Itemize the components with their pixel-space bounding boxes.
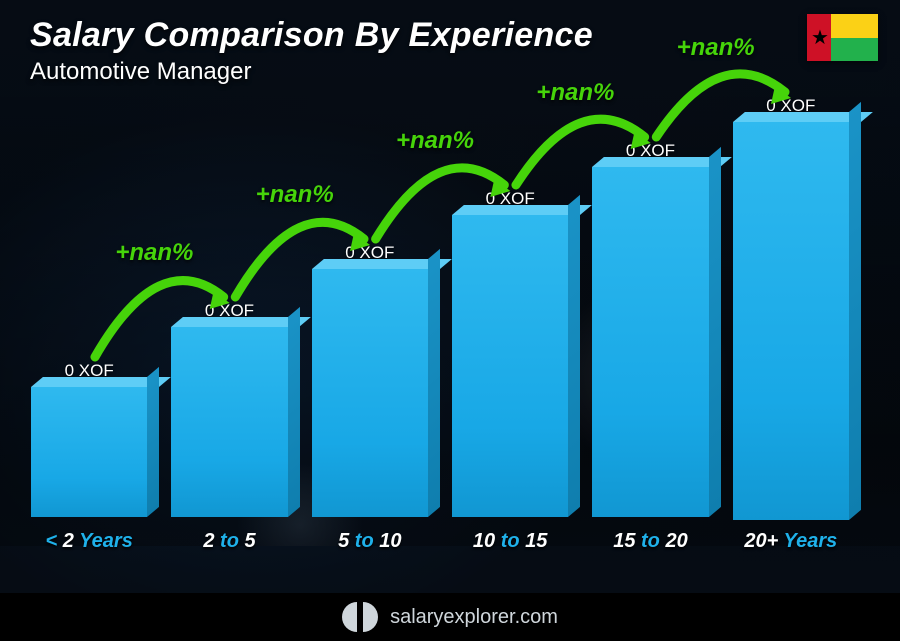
bar-wrap: 0 XOF <box>587 141 713 517</box>
bar-wrap: 0 XOF <box>166 301 292 517</box>
bar <box>592 167 708 517</box>
chart-stage: Salary Comparison By Experience Automoti… <box>0 0 900 641</box>
bar-side-face <box>709 147 721 517</box>
bar-front-face <box>452 215 568 517</box>
bar-column: 0 XOF <box>307 96 433 517</box>
bar-wrap: 0 XOF <box>728 96 854 520</box>
x-axis-label: 2 to 5 <box>166 530 292 553</box>
bars-container: 0 XOF0 XOF0 XOF0 XOF0 XOF0 XOF <box>26 96 854 517</box>
bar-front-face <box>31 387 147 517</box>
footer-brand: salaryexplorer.com <box>342 602 558 632</box>
bar-side-face <box>568 195 580 517</box>
flag-star-icon: ★ <box>811 28 829 48</box>
x-axis-label: 10 to 15 <box>447 530 573 553</box>
bar <box>312 269 428 517</box>
country-flag: ★ <box>807 14 878 61</box>
bar-wrap: 0 XOF <box>26 361 152 517</box>
bar <box>171 327 287 517</box>
bar-front-face <box>312 269 428 517</box>
delta-label: +nan% <box>115 239 193 267</box>
x-axis-labels: < 2 Years 2 to 5 5 to 10 10 to 15 15 to 20 20… <box>26 530 854 553</box>
bar-chart: 0 XOF0 XOF0 XOF0 XOF0 XOF0 XOF < 2 Years… <box>26 96 854 547</box>
x-axis-label: 15 to 20 <box>587 530 713 553</box>
bar-column: 0 XOF <box>728 96 854 517</box>
delta-label: +nan% <box>677 34 755 62</box>
logo-left-icon <box>342 602 357 632</box>
page-title: Salary Comparison By Experience <box>30 16 593 55</box>
bar-side-face <box>288 307 300 517</box>
bar-front-face <box>733 122 849 520</box>
bar-side-face <box>147 367 159 517</box>
bar-column: 0 XOF <box>447 96 573 517</box>
bar-wrap: 0 XOF <box>307 243 433 517</box>
bar-side-face <box>849 102 861 520</box>
x-axis-label: 20+ Years <box>728 530 854 553</box>
bar-column: 0 XOF <box>587 96 713 517</box>
x-axis-label: < 2 Years <box>26 530 152 553</box>
bar-side-face <box>428 249 440 517</box>
bar-front-face <box>592 167 708 517</box>
delta-label: +nan% <box>256 181 334 209</box>
bar-column: 0 XOF <box>166 96 292 517</box>
bar <box>733 122 849 520</box>
delta-label: +nan% <box>396 127 474 155</box>
delta-label: +nan% <box>536 79 614 107</box>
bar-front-face <box>171 327 287 517</box>
footer: salaryexplorer.com <box>0 593 900 641</box>
x-axis-label: 5 to 10 <box>307 530 433 553</box>
bar-column: 0 XOF <box>26 96 152 517</box>
footer-text: salaryexplorer.com <box>390 606 558 629</box>
bar-wrap: 0 XOF <box>447 189 573 517</box>
bar <box>31 387 147 517</box>
logo-right-icon <box>363 602 378 632</box>
bar <box>452 215 568 517</box>
page-subtitle: Automotive Manager <box>30 58 251 86</box>
